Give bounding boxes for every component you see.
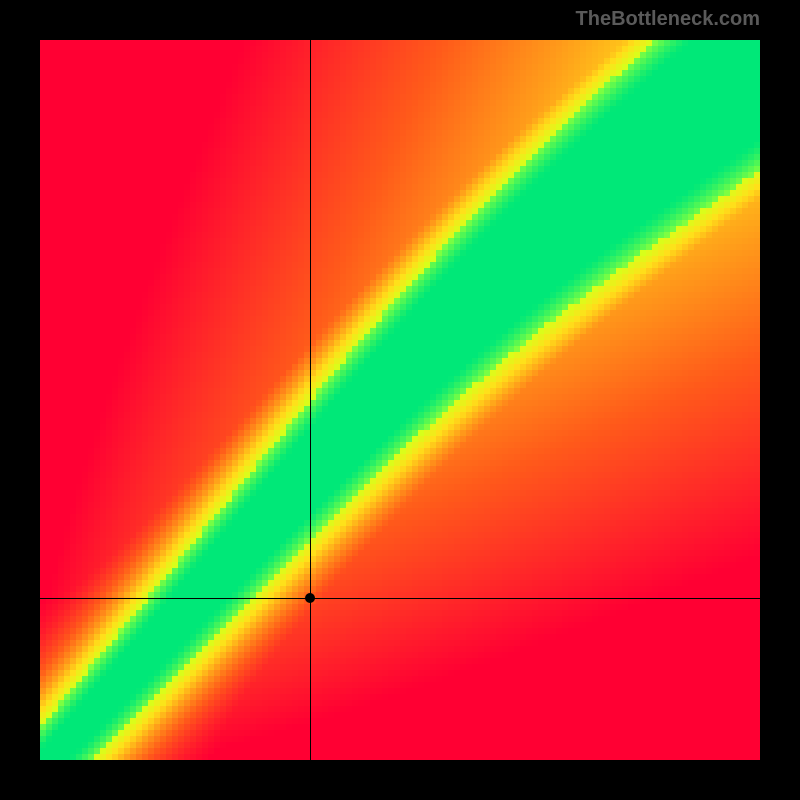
- bottleneck-heatmap-plot: [40, 40, 760, 760]
- crosshair-marker-dot: [305, 593, 315, 603]
- heatmap-canvas: [40, 40, 760, 760]
- watermark-text: TheBottleneck.com: [576, 8, 760, 31]
- crosshair-vertical-line: [310, 40, 311, 760]
- crosshair-horizontal-line: [40, 598, 760, 599]
